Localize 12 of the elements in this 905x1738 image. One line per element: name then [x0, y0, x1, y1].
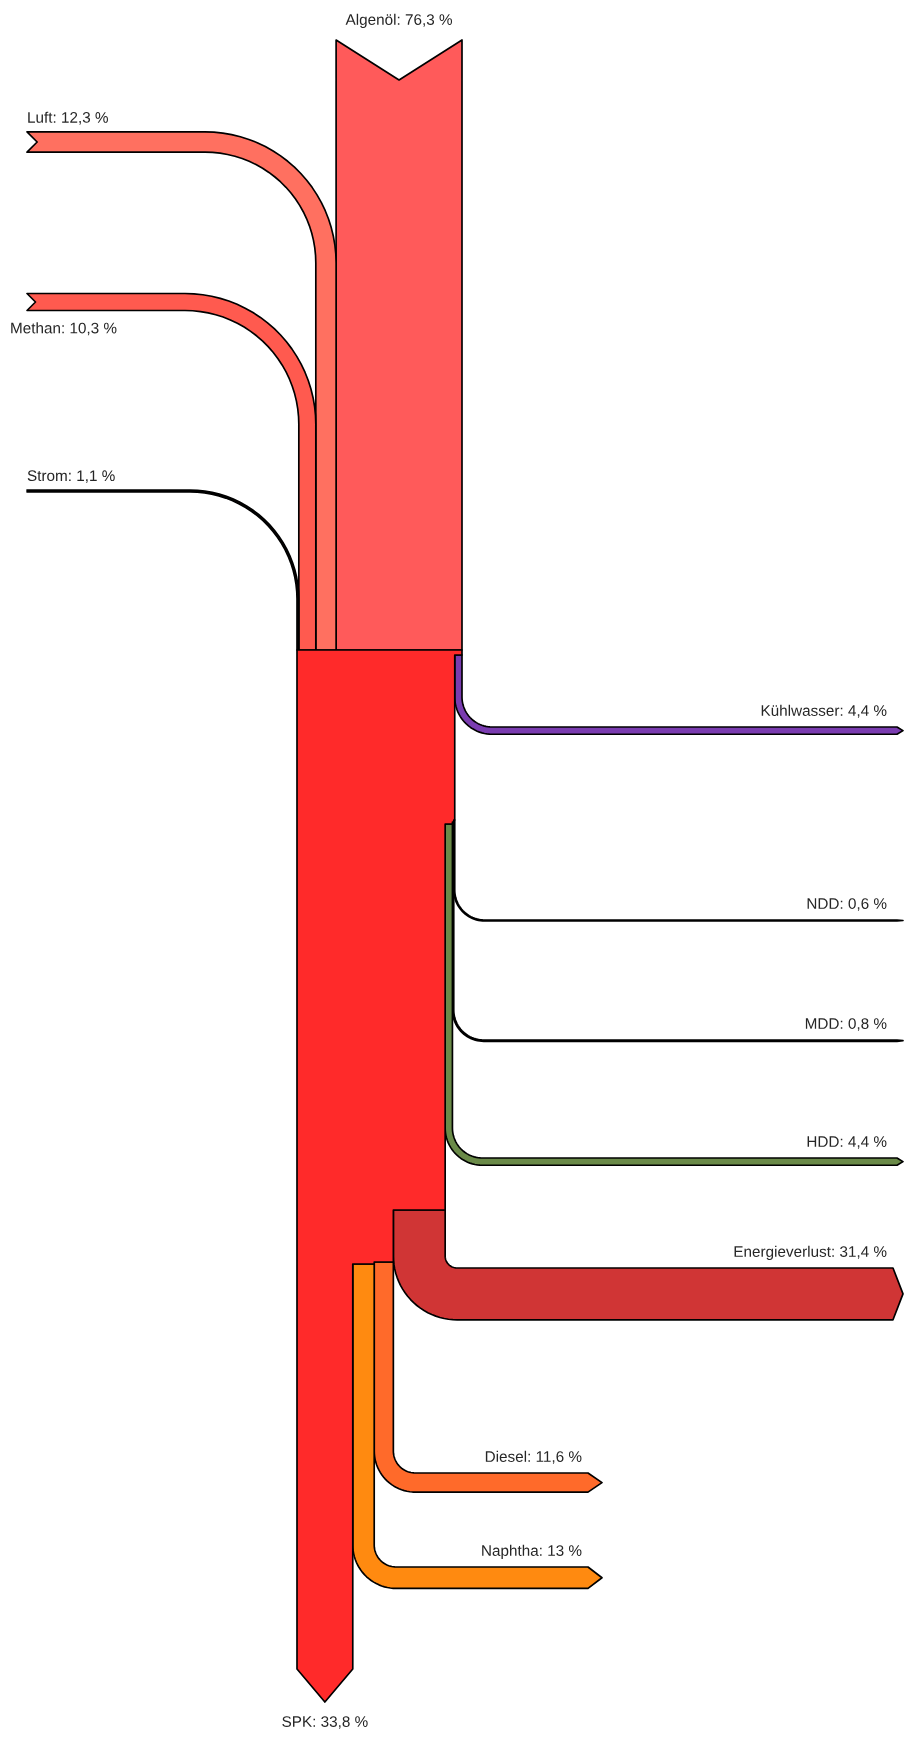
data-label: Diesel: 11,6 % — [485, 1450, 582, 1464]
data-label: MDD: 0,8 % — [805, 1018, 887, 1031]
data-label: Strom: 1,1 % — [27, 470, 115, 483]
data-label: NDD: 0,6 % — [807, 898, 887, 911]
data-label: Kühlwasser: 4,4 % — [761, 704, 887, 718]
data-label: Methan: 10,3 % — [11, 322, 117, 336]
data-label: SPK: 33,8 % — [282, 1716, 368, 1729]
data-label: Naphtha: 13 % — [482, 1544, 582, 1559]
data-label: HDD: 4,4 % — [807, 1136, 887, 1149]
data-label: Luft: 12,3 % — [28, 111, 108, 125]
data-label: Energieverlust: 31,4 % — [734, 1245, 887, 1260]
data-label: Algenöl: 76,3 % — [345, 13, 453, 28]
